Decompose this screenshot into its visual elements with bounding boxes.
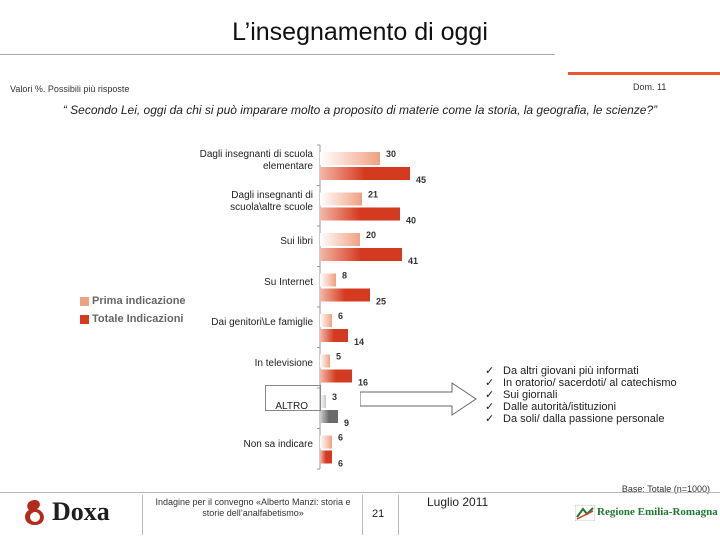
data-label-prima: 3 xyxy=(332,392,337,402)
checkmark-icon: ✓ xyxy=(485,413,495,425)
checkmark-icon: ✓ xyxy=(485,401,495,413)
values-note: Valori %. Possibili più risposte xyxy=(10,84,130,94)
category-label: Dagli insegnanti di scuola\altre scuole xyxy=(230,189,313,213)
category-label: Dagli insegnanti di scuola elementare xyxy=(199,149,313,173)
bar-totale xyxy=(320,329,348,342)
category-label: Dai genitori\Le famiglie xyxy=(211,317,313,329)
bar-prima xyxy=(320,273,336,287)
data-label-totale: 45 xyxy=(416,175,426,185)
doxa-logo: Doxa xyxy=(22,497,134,527)
category-label: In televisione xyxy=(254,357,313,369)
bar-totale xyxy=(320,207,400,221)
legend-label-totale: Totale Indicazioni xyxy=(92,313,184,325)
checkmark-icon: ✓ xyxy=(485,389,495,401)
base-note: Base: Totale (n=1000) xyxy=(621,484,710,494)
data-label-totale: 41 xyxy=(408,256,418,266)
data-label-totale: 6 xyxy=(338,459,343,469)
data-label-prima: 6 xyxy=(338,311,343,321)
page-number: 21 xyxy=(372,508,385,520)
bar-prima xyxy=(320,395,326,408)
data-label-totale: 16 xyxy=(358,378,368,388)
bar-totale xyxy=(320,167,410,180)
legend-swatch-totale xyxy=(80,315,89,324)
bar-totale xyxy=(320,410,338,423)
bar-totale xyxy=(320,288,370,302)
bar-prima xyxy=(320,233,360,246)
title-accent-bar xyxy=(568,72,720,75)
bar-prima xyxy=(320,354,330,368)
data-label-prima: 30 xyxy=(386,149,396,159)
arrow-right-icon xyxy=(360,382,477,416)
data-label-totale: 14 xyxy=(354,337,364,347)
regione-flag-icon xyxy=(575,505,595,521)
page-title: L’insegnamento di oggi xyxy=(232,18,488,46)
title-divider xyxy=(0,54,555,55)
bar-totale xyxy=(320,248,402,261)
footer-date: Luglio 2011 xyxy=(427,495,489,509)
category-label: ALTRO xyxy=(275,401,308,413)
category-label: Sui libri xyxy=(280,236,313,248)
bar-totale xyxy=(320,450,332,464)
checkmark-icon: ✓ xyxy=(485,377,495,389)
data-label-prima: 5 xyxy=(336,352,341,362)
bar-prima xyxy=(320,192,362,206)
altro-highlight-box xyxy=(265,385,321,411)
bar-totale xyxy=(320,369,352,383)
data-label-prima: 21 xyxy=(368,190,378,200)
survey-question: “ Secondo Lei, oggi da chi si può impara… xyxy=(62,103,658,117)
footer-separator xyxy=(142,495,143,535)
bar-prima xyxy=(320,314,332,327)
footer-separator xyxy=(362,495,363,535)
checkmark-icon: ✓ xyxy=(485,365,495,377)
category-label: Non sa indicare xyxy=(243,438,313,450)
altro-detail-item: ✓ Da altri giovani più informati xyxy=(485,365,639,377)
footer-divider xyxy=(0,492,720,493)
altro-detail-item: ✓ Sui giornali xyxy=(485,389,558,401)
footer-separator xyxy=(398,495,399,535)
doxa-delta-icon xyxy=(25,500,44,525)
data-label-totale: 40 xyxy=(406,216,416,226)
data-label-totale: 25 xyxy=(376,297,386,307)
bar-prima xyxy=(320,435,332,449)
category-label: Su Internet xyxy=(264,276,313,288)
data-label-totale: 9 xyxy=(344,418,349,428)
footer-survey-note: Indagine per il convegno «Alberto Manzi:… xyxy=(155,497,351,518)
bar-prima xyxy=(320,152,380,165)
question-number: Dom. 11 xyxy=(633,82,667,92)
altro-detail-item: ✓ In oratorio/ sacerdoti/ al catechismo xyxy=(485,377,677,389)
regione-logo: Regione Emilia-Romagna xyxy=(575,503,718,525)
altro-details-list: ✓ Da altri giovani più informati ✓ In orat… xyxy=(485,365,677,425)
data-label-prima: 6 xyxy=(338,433,343,443)
legend-label-prima: Prima indicazione xyxy=(92,295,186,307)
altro-detail-item: ✓ Dalle autorità/istituzioni xyxy=(485,401,617,413)
data-label-prima: 20 xyxy=(366,230,376,240)
data-label-prima: 8 xyxy=(342,271,347,281)
altro-detail-item: ✓ Da soli/ dalla passione personale xyxy=(485,413,665,425)
legend-swatch-prima xyxy=(80,297,89,306)
